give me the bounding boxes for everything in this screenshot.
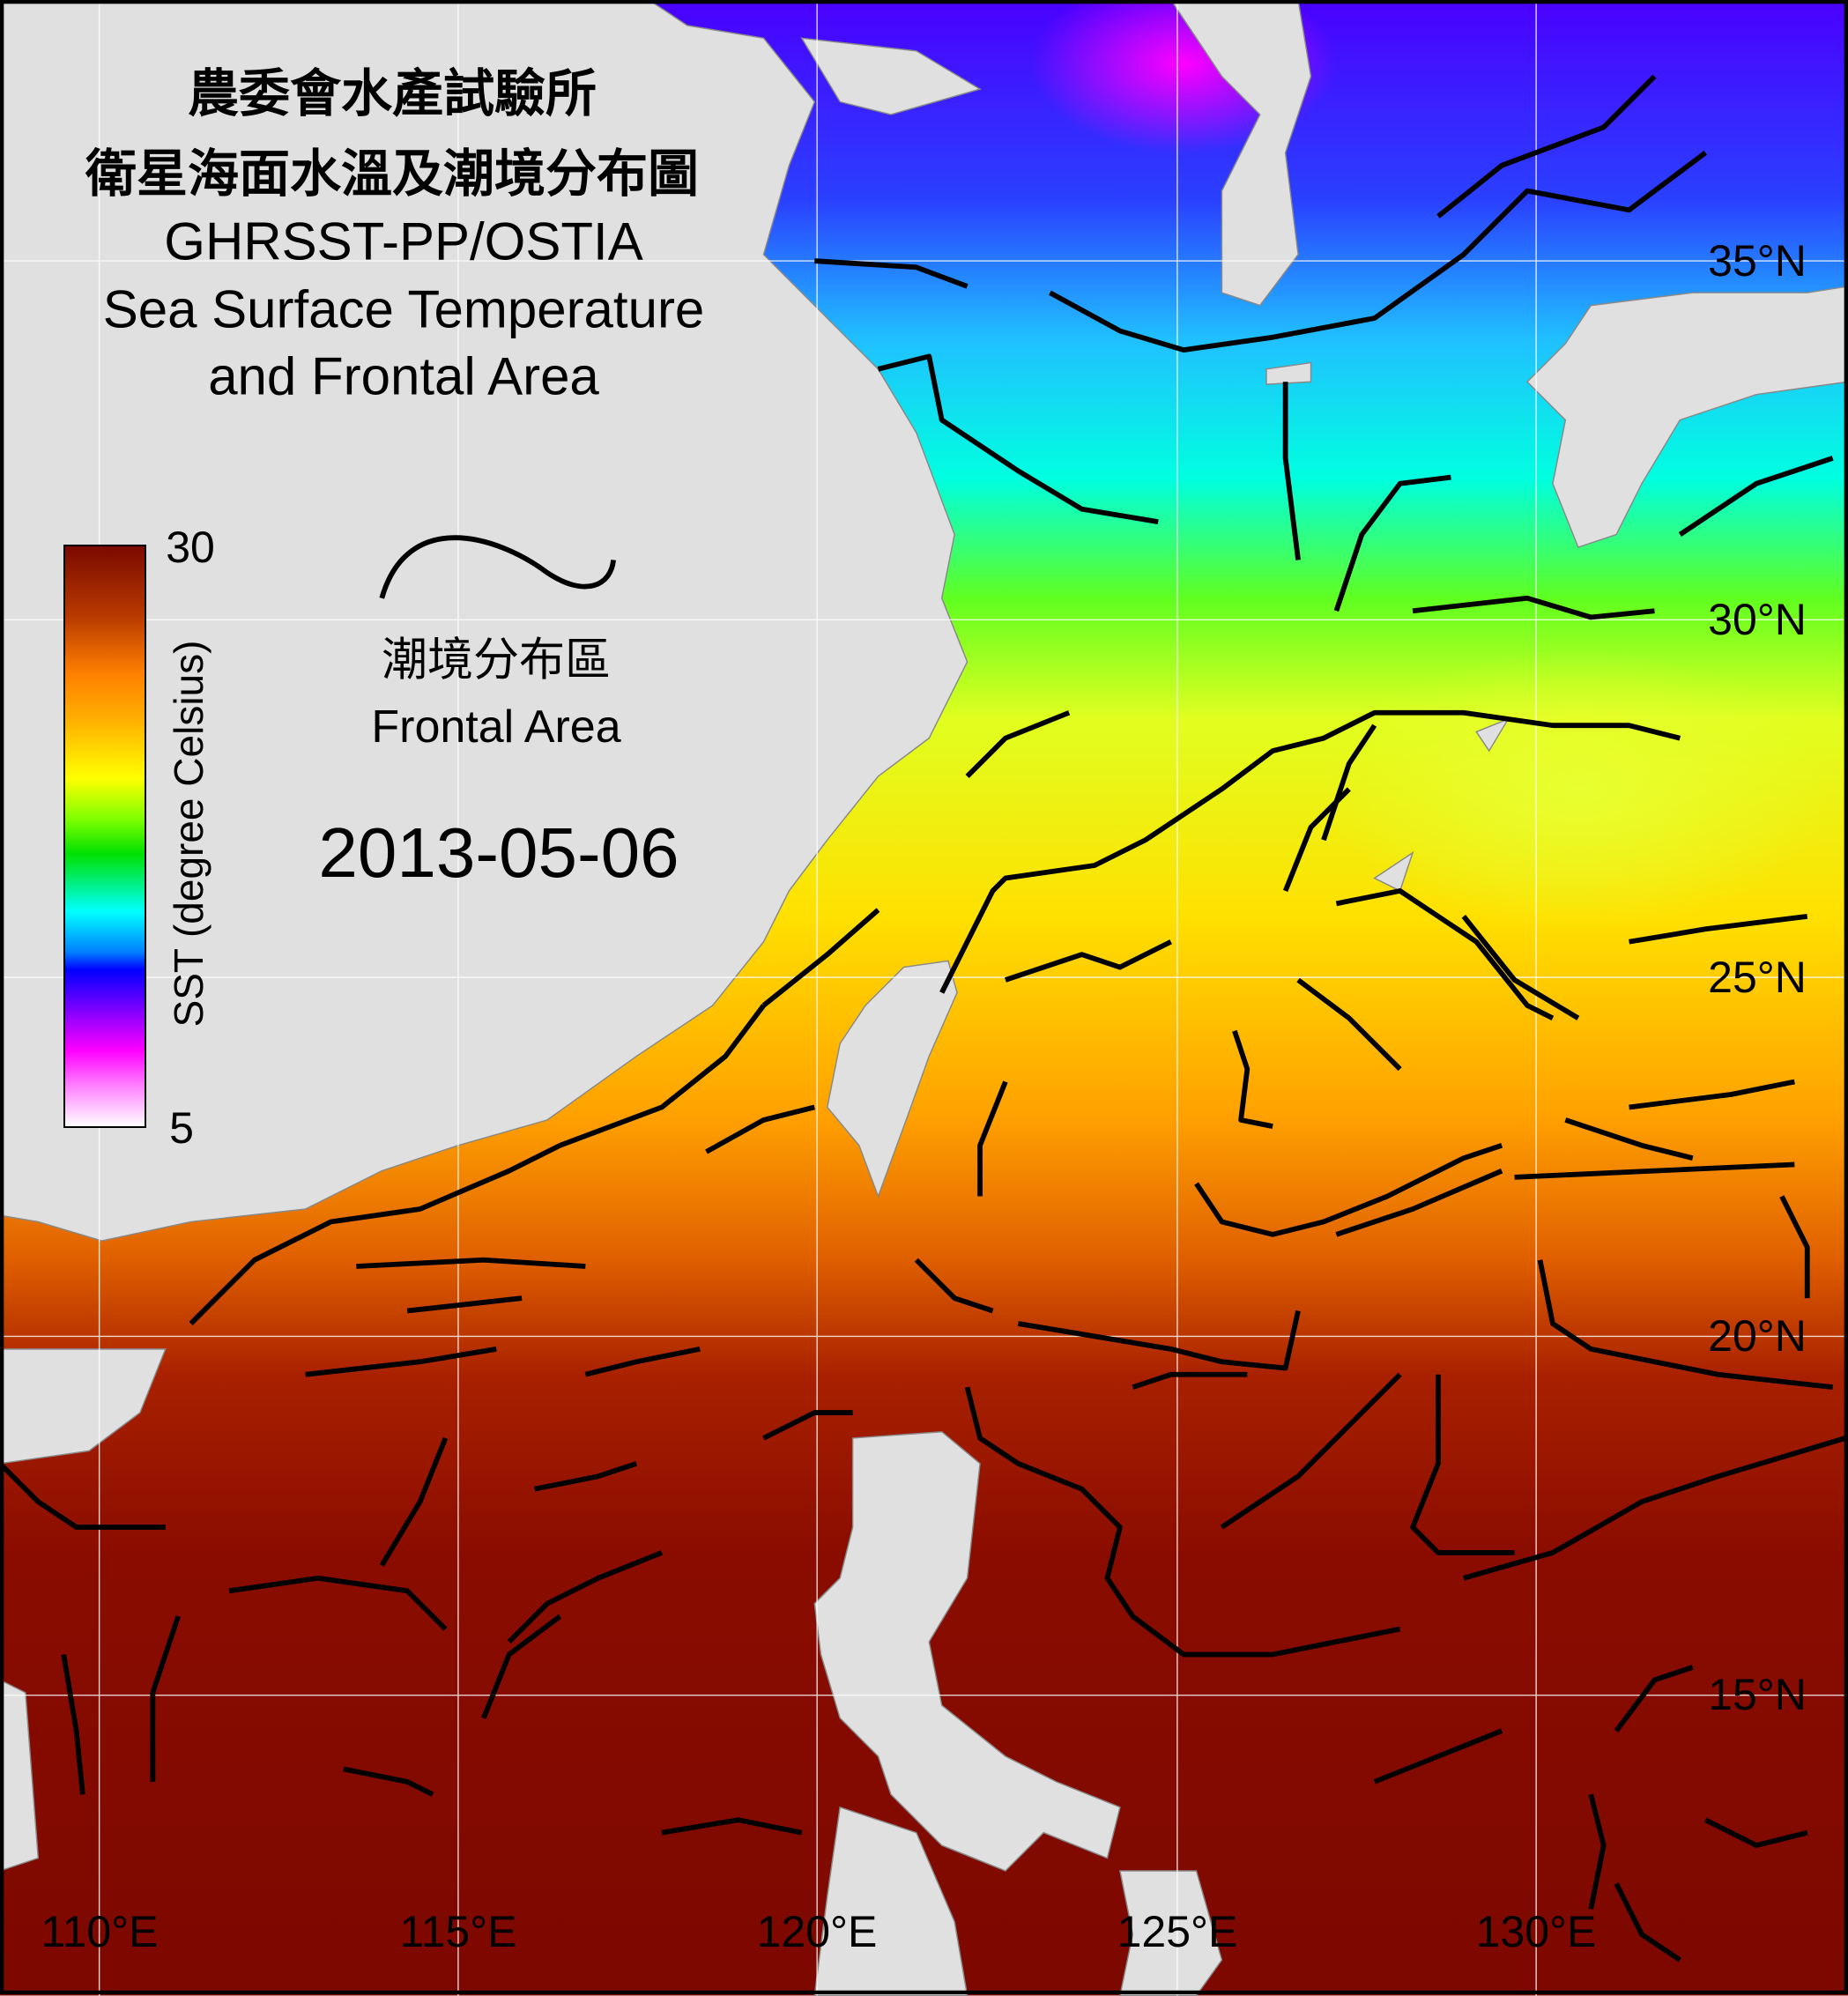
lat-label-15n: 15°N bbox=[1708, 1670, 1807, 1719]
title-en-line3: and Frontal Area bbox=[208, 346, 599, 406]
title-en-line1: GHRSST-PP/OSTIA bbox=[164, 211, 643, 271]
shandong-peninsula bbox=[800, 37, 982, 115]
title-en-line2: Sea Surface Temperature bbox=[102, 279, 705, 339]
frontal-area-lines bbox=[0, 74, 1846, 1963]
front-legend-line bbox=[379, 535, 616, 599]
mainland-china bbox=[0, 0, 969, 1242]
ryukyu bbox=[1373, 850, 1414, 892]
title-zh-line2: 衛星海面水溫及潮境分布圖 bbox=[85, 145, 700, 203]
okinawa bbox=[1475, 717, 1510, 753]
japan-kyushu-honshu bbox=[1526, 286, 1848, 548]
front-legend-zh: 潮境分布區 bbox=[381, 634, 612, 686]
warm-water-patch bbox=[1323, 649, 1833, 930]
colorbar-min-label: 5 bbox=[169, 1103, 194, 1153]
lon-label-110e: 110°E bbox=[41, 1907, 159, 1956]
colorbar-axis-label: SST (degree Celsius) bbox=[166, 640, 212, 1028]
lon-label-120e: 120°E bbox=[756, 1907, 878, 1956]
lon-label-115e: 115°E bbox=[399, 1907, 517, 1956]
colorbar-max-label: 30 bbox=[166, 523, 215, 572]
lon-label-125e: 125°E bbox=[1117, 1907, 1238, 1956]
lat-label-25n: 25°N bbox=[1708, 953, 1807, 1002]
front-legend-en: Frontal Area bbox=[371, 701, 621, 753]
lat-label-30n: 30°N bbox=[1708, 595, 1807, 644]
title-zh-line1: 農委會水產試驗所 bbox=[187, 65, 597, 122]
taiwan bbox=[826, 960, 958, 1198]
lat-label-20n: 20°N bbox=[1708, 1311, 1807, 1361]
colorbar bbox=[63, 545, 146, 1128]
lat-label-35n: 35°N bbox=[1708, 236, 1807, 286]
jeju bbox=[1265, 361, 1312, 385]
korea bbox=[1169, 0, 1312, 307]
hainan-west bbox=[0, 1679, 40, 1872]
date-label: 2013-05-06 bbox=[318, 813, 679, 892]
leizhou-hainan bbox=[0, 1348, 167, 1465]
lon-label-130e: 130°E bbox=[1475, 1907, 1597, 1956]
